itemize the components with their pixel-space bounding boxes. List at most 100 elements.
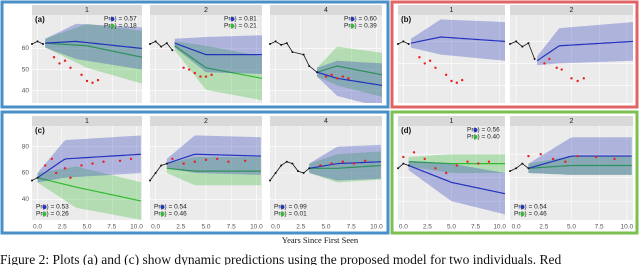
- x-tick-label: 2.5: [296, 224, 305, 231]
- future-point: [193, 160, 196, 163]
- future-point: [44, 164, 47, 167]
- mean-line: [408, 161, 505, 165]
- observed-point: [302, 53, 305, 56]
- panel-label: (b): [401, 15, 412, 24]
- group-box: [390, 0, 639, 109]
- x-tick-label: 7.5: [471, 224, 480, 231]
- annotation-dot: [160, 205, 165, 209]
- y-tick-label: 50: [22, 66, 30, 73]
- observed-point: [407, 43, 410, 46]
- panel-label: (c): [35, 126, 45, 135]
- annotation-dot: [230, 17, 235, 21]
- x-tick-label: 0.0: [33, 224, 42, 231]
- x-tick-label: 7.5: [107, 224, 116, 231]
- strip-label: 4: [324, 118, 328, 125]
- panel-label: (d): [401, 126, 412, 135]
- annotation-prefix: Pr(: [274, 204, 284, 211]
- future-point: [182, 66, 185, 70]
- strip-label: 1: [450, 7, 454, 14]
- observed-point: [274, 40, 277, 43]
- y-tick-label: 40: [22, 196, 30, 203]
- annotation-value: ) = 0.26: [47, 211, 70, 218]
- observed-line: [149, 163, 167, 181]
- observed-point: [280, 164, 283, 167]
- annotation-value: ) = 0.39: [355, 23, 378, 30]
- observed-point: [397, 167, 399, 170]
- x-tick-label: 7.5: [347, 224, 356, 231]
- observed-point: [308, 65, 311, 68]
- annotation-dot: [520, 205, 525, 209]
- observed-point: [527, 167, 530, 170]
- annotation-prefix: Pr(: [344, 23, 354, 30]
- y-tick-label: 60: [22, 45, 30, 52]
- x-tick-label: 5.0: [321, 224, 330, 231]
- strip-label: 1: [85, 118, 89, 125]
- future-point: [450, 79, 453, 83]
- future-point: [80, 164, 83, 167]
- observed-point: [171, 49, 174, 52]
- annotation-prefix: Pr(: [104, 16, 114, 23]
- observed-point: [165, 162, 168, 165]
- future-point: [477, 162, 480, 165]
- future-point: [613, 157, 616, 161]
- strip-label: 2: [570, 7, 574, 14]
- annotation-dot: [110, 24, 115, 28]
- mean-line: [166, 167, 261, 172]
- future-point: [423, 157, 426, 161]
- x-tick-label: 5.0: [82, 224, 91, 231]
- band: [410, 19, 505, 61]
- observed-point: [42, 43, 44, 46]
- future-point: [434, 66, 437, 70]
- annotation-value: ) = 0.54: [165, 204, 188, 211]
- annotation-dot: [350, 24, 355, 28]
- observed-point: [515, 40, 518, 43]
- annotation-value: ) = 0.54: [525, 204, 548, 211]
- future-point: [455, 81, 459, 84]
- future-point: [204, 75, 208, 78]
- strip: [398, 116, 505, 126]
- future-point: [85, 79, 89, 83]
- observed-point: [36, 40, 39, 43]
- group-box: [0, 0, 390, 109]
- future-point: [336, 77, 339, 80]
- mean-line: [166, 153, 261, 165]
- mean-line: [316, 65, 383, 76]
- future-point: [548, 57, 551, 61]
- future-point: [55, 171, 58, 175]
- future-point: [428, 59, 432, 62]
- future-point: [118, 159, 122, 162]
- future-point: [412, 151, 416, 154]
- future-point: [129, 157, 133, 161]
- observed-point: [160, 45, 163, 48]
- annotation-value: ) = 0.46: [165, 211, 188, 218]
- band: [317, 46, 382, 97]
- band: [309, 144, 381, 181]
- observed-point: [285, 42, 288, 45]
- observed-point: [302, 172, 305, 174]
- annotation-prefix: Pr(: [467, 134, 477, 141]
- strip-label: 1: [85, 7, 89, 14]
- observed-point: [402, 40, 405, 43]
- annotation-dot: [473, 128, 478, 132]
- group-box: [390, 110, 639, 235]
- observed-point: [509, 170, 511, 173]
- observed-point: [31, 43, 33, 46]
- annotation-value: ) = 0.46: [525, 211, 548, 218]
- y-tick-label: 60: [22, 170, 30, 177]
- future-point: [402, 155, 405, 159]
- annotation-prefix: Pr(: [154, 204, 164, 211]
- future-point: [466, 160, 469, 163]
- x-tick-label: 0.0: [399, 224, 408, 231]
- future-point: [319, 164, 322, 167]
- observed-point: [165, 42, 168, 45]
- observed-point: [521, 162, 524, 165]
- annotation-dot: [110, 17, 115, 21]
- annotation-dot: [520, 212, 525, 216]
- future-point: [227, 160, 230, 163]
- mean-line: [174, 42, 262, 56]
- observed-point: [407, 164, 410, 167]
- future-point: [461, 78, 464, 82]
- observed-point: [285, 160, 288, 163]
- group-box: [0, 110, 390, 235]
- band: [317, 60, 382, 103]
